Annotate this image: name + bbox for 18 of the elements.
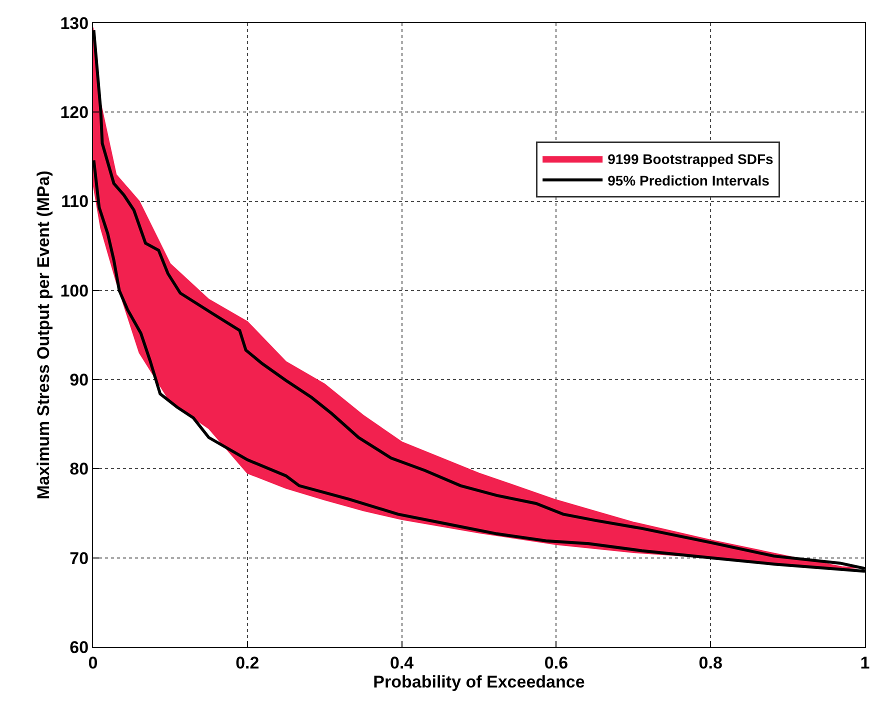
- y-tick-label: 90: [70, 370, 89, 390]
- x-tick-label: 1: [860, 653, 870, 672]
- y-tick-label: 130: [60, 14, 89, 33]
- y-tick-label: 120: [60, 103, 89, 122]
- y-tick-label: 70: [70, 548, 89, 568]
- y-tick-label: 110: [61, 192, 89, 212]
- x-tick-label: 0.4: [390, 653, 414, 672]
- x-axis-title: Probability of Exceedance: [373, 672, 585, 692]
- y-axis-title: Maximum Stress Output per Event (MPa): [34, 170, 53, 500]
- legend-label: 9199 Bootstrapped SDFs: [608, 151, 774, 168]
- x-tick-label: 0.8: [698, 653, 722, 672]
- y-tick-label: 100: [60, 281, 89, 300]
- y-tick-label: 60: [70, 638, 89, 657]
- legend-label: 95% Prediction Intervals: [608, 172, 770, 188]
- x-tick-label: 0.6: [544, 653, 568, 672]
- x-tick-label: 0: [88, 653, 98, 672]
- y-tick-label: 80: [70, 460, 89, 479]
- x-tick-label: 0.2: [236, 653, 260, 672]
